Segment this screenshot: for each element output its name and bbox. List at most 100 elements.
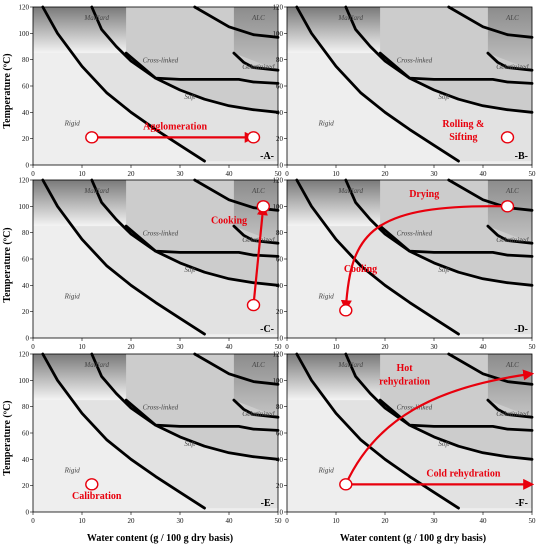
region-label: Soft	[184, 93, 196, 101]
x-tick-label: 30	[431, 170, 439, 178]
boundary-line-3	[378, 51, 534, 85]
cross-linked-region	[91, 354, 278, 460]
x-tick-label: 0	[285, 517, 289, 525]
boundary-line-2	[90, 5, 280, 114]
boundary-line-1	[41, 352, 206, 510]
boundary-line-2	[344, 352, 534, 461]
y-tick-label: 20	[276, 482, 284, 490]
boundary-line-4	[193, 5, 280, 39]
region-label: Maillard	[337, 361, 363, 369]
y-tick-label: 120	[19, 4, 30, 12]
region-label: ALC	[251, 187, 265, 195]
x-tick-label: 20	[382, 343, 390, 351]
y-tick-label: 40	[276, 109, 284, 117]
y-tick-label: 0	[280, 335, 284, 343]
y-tick-label: 80	[22, 229, 30, 237]
y-tick-label: 80	[276, 229, 284, 237]
x-axis-label-left: Water content (g / 100 g dry basis)	[87, 533, 233, 544]
region-label: Rigid	[318, 120, 335, 128]
y-tick-label: 80	[276, 403, 284, 411]
region-label: Soft	[438, 93, 450, 101]
boundary-line-2	[90, 178, 280, 287]
y-axis-label-3: Temperature (ºC)	[2, 400, 13, 475]
y-tick-label: 0	[26, 335, 30, 343]
panel-6: Maillard ALC Cross-linked Gelatinized Soft Ri…	[273, 351, 537, 526]
y-tick-label: 0	[26, 162, 30, 170]
panel-label: -D-	[514, 324, 528, 335]
region-label: Gelatinized	[496, 236, 529, 244]
y-tick-label: 0	[280, 509, 284, 517]
y-tick-label: 40	[22, 109, 30, 117]
cross-linked-region	[91, 180, 278, 286]
alc-region	[233, 7, 278, 71]
x-tick-label: 20	[382, 170, 390, 178]
state-point	[256, 200, 270, 213]
y-tick-label: 100	[273, 203, 284, 211]
y-tick-label: 20	[22, 135, 30, 143]
region-label: Gelatinized	[496, 63, 529, 71]
y-tick-label: 80	[22, 403, 30, 411]
y-tick-label: 60	[276, 430, 284, 438]
x-tick-label: 20	[128, 343, 136, 351]
panel-4: Maillard ALC Cross-linked Gelatinized Soft Ri…	[273, 177, 537, 352]
region-label: Maillard	[83, 187, 109, 195]
region-label: Cross-linked	[397, 56, 433, 64]
y-tick-label: 20	[22, 308, 30, 316]
process-label: Sifting	[449, 132, 477, 143]
x-tick-label: 30	[177, 517, 185, 525]
alc-region	[233, 354, 278, 418]
boundary-line-5	[486, 51, 534, 72]
panel-label: -C-	[260, 324, 274, 335]
x-tick-label: 30	[177, 343, 185, 351]
x-tick-label: 30	[177, 170, 185, 178]
process-label: Rolling &	[442, 119, 484, 130]
state-point	[85, 131, 99, 144]
y-tick-label: 80	[276, 56, 284, 64]
boundary-line-4	[447, 5, 534, 39]
x-tick-label: 40	[226, 343, 234, 351]
region-label: Maillard	[337, 187, 363, 195]
y-tick-label: 40	[22, 282, 30, 290]
process-label: Hot	[397, 363, 414, 374]
boundary-line-5	[486, 224, 534, 245]
y-tick-label: 100	[19, 203, 30, 211]
alc-region	[487, 354, 532, 418]
y-tick-label: 60	[22, 430, 30, 438]
region-label: Cross-linked	[397, 403, 433, 411]
region-label: Rigid	[318, 467, 335, 475]
state-point	[339, 304, 353, 317]
x-tick-label: 10	[333, 517, 341, 525]
region-label: Maillard	[337, 14, 363, 22]
panel-2: Maillard ALC Cross-linked Gelatinized Soft Ri…	[273, 4, 537, 179]
region-label: Gelatinized	[242, 410, 275, 418]
cross-linked-region	[345, 7, 532, 113]
y-tick-label: 100	[273, 30, 284, 38]
y-tick-label: 40	[22, 456, 30, 464]
x-tick-label: 10	[79, 343, 87, 351]
boundary-line-2	[90, 352, 280, 461]
region-label: Cross-linked	[143, 403, 179, 411]
boundary-line-4	[447, 352, 534, 386]
boundary-line-2	[344, 178, 534, 287]
x-tick-label: 10	[79, 517, 87, 525]
x-tick-label: 30	[431, 343, 439, 351]
y-tick-label: 40	[276, 282, 284, 290]
panel-label: -B-	[515, 151, 528, 162]
boundary-line-3	[124, 398, 280, 432]
region-label: Maillard	[83, 361, 109, 369]
region-label: Maillard	[83, 14, 109, 22]
y-tick-label: 80	[22, 56, 30, 64]
state-point	[500, 131, 515, 144]
x-tick-label: 50	[275, 517, 283, 525]
region-label: ALC	[505, 14, 519, 22]
panel-label: -F-	[515, 498, 528, 509]
region-label: Soft	[438, 440, 450, 448]
y-tick-label: 120	[273, 177, 284, 185]
x-tick-label: 20	[382, 517, 390, 525]
boundary-line-1	[295, 352, 460, 510]
process-arrow-1	[252, 204, 268, 306]
y-tick-label: 40	[276, 456, 284, 464]
region-label: Rigid	[64, 467, 81, 475]
panel-5: Maillard ALC Cross-linked Gelatinized Soft Ri…	[19, 351, 283, 526]
process-label: Cooking	[211, 215, 247, 226]
